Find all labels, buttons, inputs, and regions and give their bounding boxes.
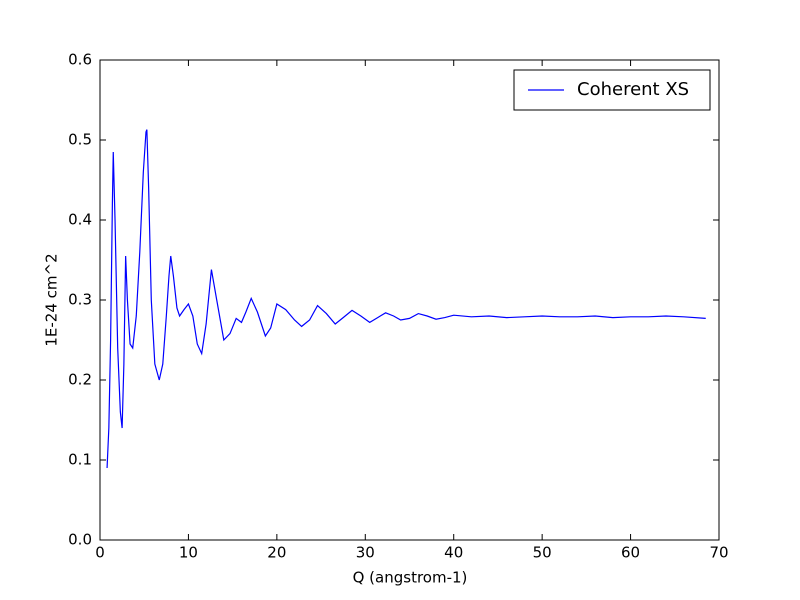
plot-frame	[99, 59, 720, 541]
x-tick-label: 0	[95, 544, 105, 562]
x-tick-label: 60	[621, 544, 640, 562]
y-tick-label: 0.2	[68, 371, 92, 389]
x-tick-label: 20	[267, 544, 286, 562]
x-tick-label: 70	[709, 544, 728, 562]
x-tick-label: 40	[444, 544, 463, 562]
x-tick-label: 50	[533, 544, 552, 562]
data-line	[106, 129, 706, 469]
y-tick-label: 0.1	[68, 451, 92, 469]
y-tick-label: 0.3	[68, 291, 92, 309]
y-tick-label: 0.0	[68, 531, 92, 549]
x-axis-label: Q (angstrom-1)	[353, 569, 468, 587]
x-tick-label: 30	[356, 544, 375, 562]
legend-label: Coherent XS	[577, 79, 689, 100]
y-tick-label: 0.5	[68, 131, 92, 149]
y-tick-label: 0.4	[68, 211, 92, 229]
y-tick-label: 0.6	[68, 51, 92, 69]
x-tick-label: 10	[179, 544, 198, 562]
y-axis-label: 1E-24 cm^2	[43, 253, 61, 346]
